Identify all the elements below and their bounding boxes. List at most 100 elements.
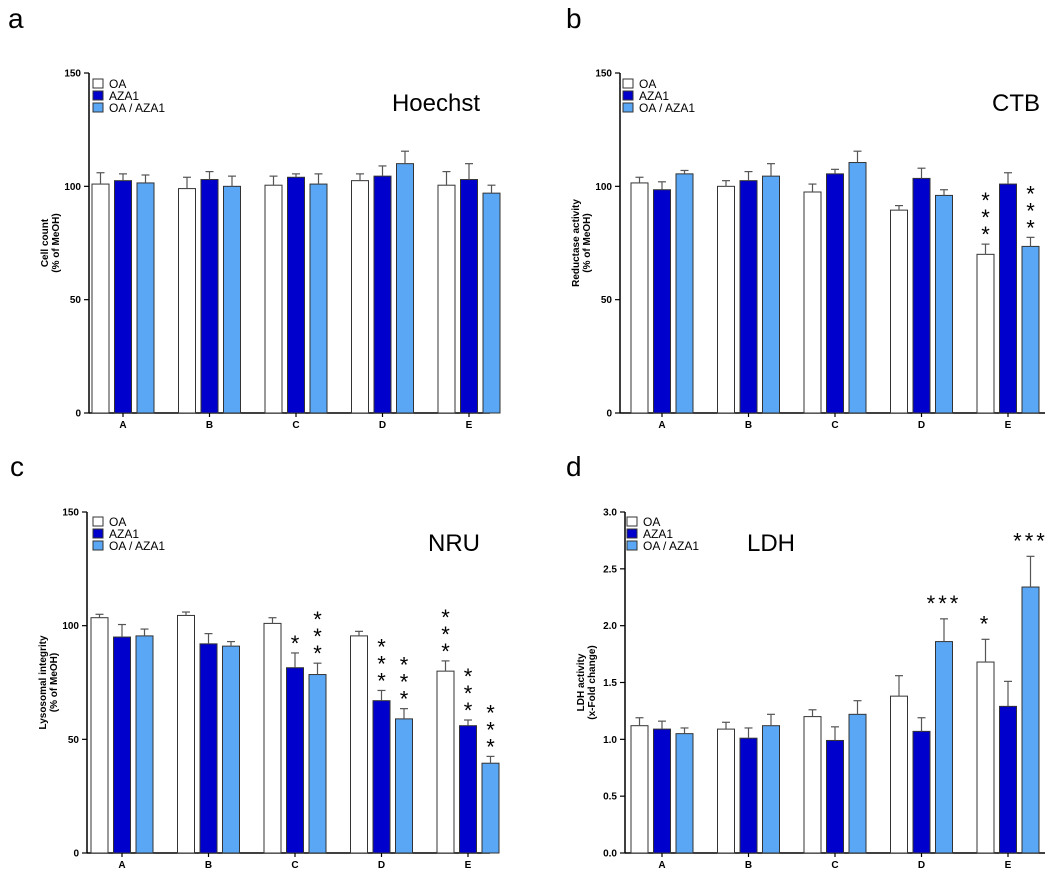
bar (803, 191, 822, 414)
bar (1021, 586, 1040, 854)
x-tick-label: B (745, 420, 752, 431)
significance-stars: *** (927, 591, 962, 616)
bar (309, 183, 328, 414)
bar (437, 184, 456, 414)
significance-stars: * (980, 611, 992, 636)
bar (436, 670, 455, 854)
bar (135, 635, 154, 854)
legend-label: OA (109, 77, 126, 91)
y-axis-label: Cell count(% of MeOH) (40, 213, 62, 272)
bar (373, 175, 392, 414)
x-tick-label: E (1005, 420, 1012, 431)
y-tick-label: 50 (601, 295, 613, 306)
bar (286, 667, 304, 854)
y-tick-label: 2.0 (603, 621, 617, 632)
y-axis-label: LDH activity(x-Fold change) (576, 645, 598, 719)
bar (803, 716, 822, 854)
legend-swatch (622, 102, 634, 113)
legend-swatch (92, 102, 104, 113)
legend-label: OA (643, 515, 660, 529)
bar (308, 674, 327, 854)
bar (935, 194, 953, 414)
bar (459, 725, 477, 854)
bar (460, 179, 478, 414)
x-tick-label: D (379, 420, 386, 431)
panel-c: c 0 50 100 150 Lysosomal integrity(% of MeOH)… (10, 451, 500, 871)
bar (890, 209, 908, 414)
y-tick-label: 100 (595, 182, 612, 193)
bar (630, 182, 649, 414)
x-tick-label: D (918, 860, 925, 868)
y-tick-label: 0 (75, 409, 81, 420)
chart-title: Hoechst (392, 90, 480, 117)
y-tick-label: 50 (68, 735, 80, 746)
legend-swatch (92, 90, 104, 101)
y-tick-label: 3.0 (603, 508, 617, 519)
legend-label: OA / AZA1 (109, 539, 165, 553)
bar (848, 713, 867, 854)
chart-title: NRU (428, 530, 480, 557)
x-tick-label: A (119, 420, 126, 431)
legend-label: OA / AZA1 (643, 539, 699, 553)
x-tick-label: D (918, 420, 925, 431)
significance-stars: *** (486, 700, 495, 759)
significance-stars: *** (981, 188, 990, 247)
x-tick-label: E (466, 420, 473, 431)
bar (890, 695, 908, 854)
significance-stars: *** (1013, 528, 1048, 553)
legend-swatch (626, 528, 638, 539)
y-tick-label: 1.5 (603, 678, 617, 689)
bar (351, 180, 369, 414)
x-tick-label: C (831, 420, 838, 431)
significance-stars: *** (464, 664, 473, 723)
panel-letter: d (566, 451, 582, 482)
chart-title: CTB (992, 90, 1040, 117)
bar (372, 700, 391, 854)
bar (675, 733, 694, 854)
panel-a: a 0 50 100 150 Cell count(% of MeOH) A B C D E Hoec… (8, 3, 501, 431)
x-tick-label: A (118, 860, 125, 868)
bar (395, 718, 413, 854)
bar (675, 173, 694, 414)
bar (178, 188, 196, 414)
legend-swatch (92, 78, 104, 89)
y-tick-label: 50 (70, 295, 82, 306)
legend-label: OA (109, 515, 126, 529)
panel-letter: a (8, 3, 24, 34)
legend-label: AZA1 (643, 527, 673, 541)
legend-swatch (92, 516, 104, 527)
legend-label: AZA1 (639, 89, 669, 103)
y-tick-label: 100 (62, 621, 79, 632)
panel-letter: c (10, 451, 24, 482)
bar (739, 180, 758, 414)
bar (717, 185, 735, 414)
significance-stars: *** (377, 634, 386, 693)
x-tick-label: A (658, 860, 665, 868)
bar (287, 176, 305, 414)
bar (912, 730, 931, 854)
bar (136, 182, 155, 414)
legend-swatch (622, 78, 634, 89)
bar (263, 622, 282, 854)
bar (396, 163, 414, 414)
bar (199, 643, 218, 854)
bar (264, 184, 283, 414)
bar (653, 189, 671, 414)
significance-stars: *** (400, 653, 409, 712)
significance-stars: *** (313, 607, 322, 666)
bar (113, 636, 131, 854)
x-tick-label: C (292, 420, 299, 431)
bar (114, 180, 132, 414)
y-axis-label: Lysosomal integrity(% of MeOH) (38, 635, 60, 730)
legend-swatch (92, 528, 104, 539)
x-tick-label: D (378, 860, 385, 868)
bar (976, 661, 995, 854)
bar (177, 614, 195, 854)
y-tick-label: 1.0 (603, 735, 617, 746)
x-tick-label: C (291, 860, 298, 868)
panel-letter: b (566, 3, 582, 34)
